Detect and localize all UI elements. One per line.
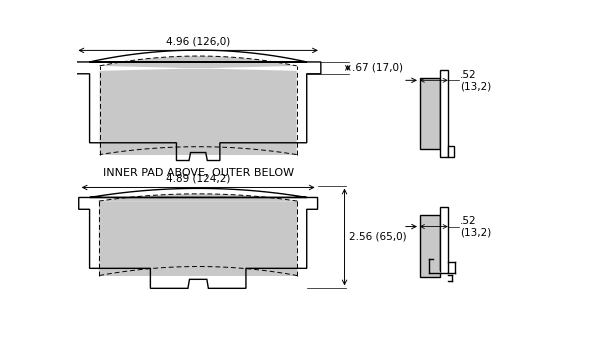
- Bar: [420, 215, 440, 277]
- Text: .52
(13,2): .52 (13,2): [460, 70, 491, 91]
- Bar: [440, 207, 448, 273]
- Bar: [420, 78, 440, 149]
- Text: 4.89 (124,2): 4.89 (124,2): [166, 174, 230, 184]
- Bar: [448, 146, 454, 157]
- Text: INNER PAD ABOVE, OUTER BELOW: INNER PAD ABOVE, OUTER BELOW: [103, 168, 294, 178]
- Polygon shape: [100, 56, 297, 155]
- Bar: [440, 70, 448, 157]
- Polygon shape: [99, 194, 298, 276]
- Text: 4.96 (126,0): 4.96 (126,0): [166, 37, 230, 47]
- Polygon shape: [429, 259, 440, 273]
- Text: .67 (17,0): .67 (17,0): [352, 63, 403, 73]
- Text: .52
(13,2): .52 (13,2): [460, 216, 491, 237]
- Text: 2.56 (65,0): 2.56 (65,0): [349, 232, 407, 242]
